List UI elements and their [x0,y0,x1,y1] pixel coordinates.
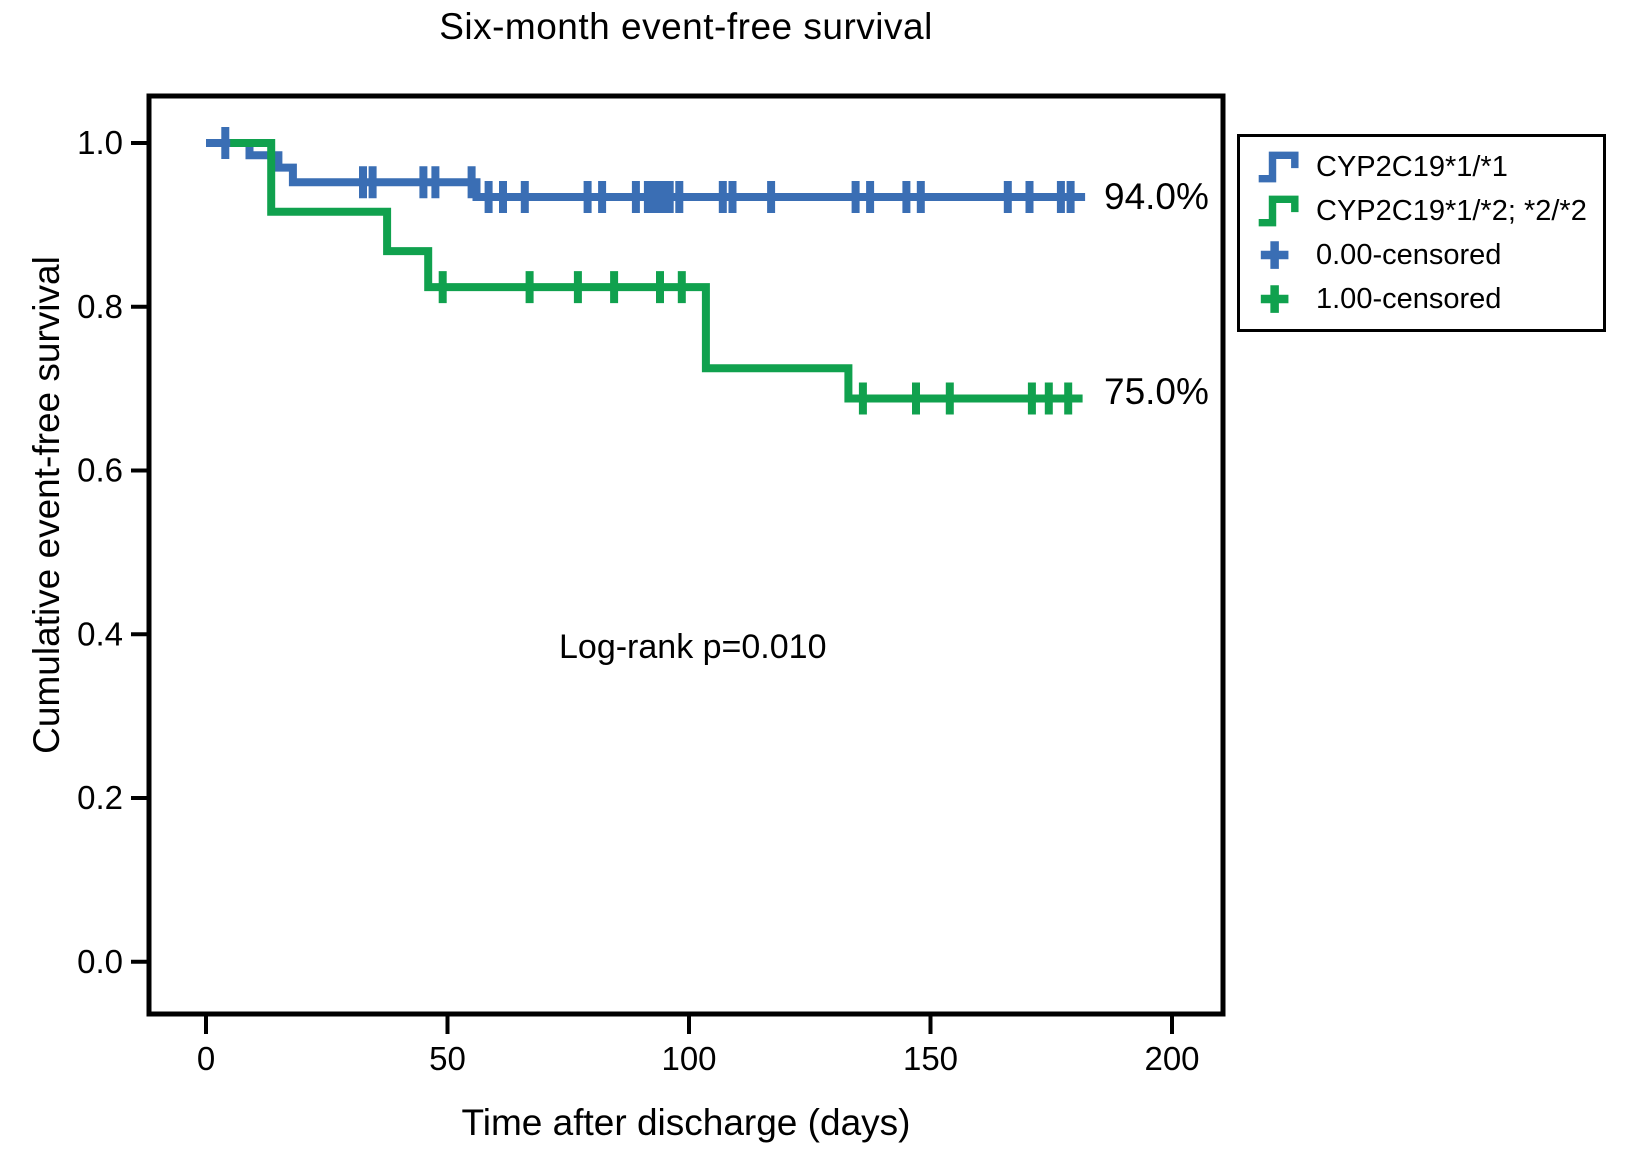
blue-endpoint-label: 94.0% [1104,176,1209,217]
y-tick-label: 1.0 [77,124,123,161]
y-tick-label: 0.8 [77,288,123,325]
green-endpoint-label: 75.0% [1104,371,1209,412]
x-tick-label: 0 [197,1040,215,1077]
x-tick-label: 100 [661,1040,716,1077]
step-curve-icon [1258,151,1299,183]
x-tick-label: 150 [903,1040,958,1077]
legend-label: CYP2C19*1/*2; *2/*2 [1316,194,1587,227]
plus-censor-icon [1260,241,1289,269]
chart-title: Six-month event-free survival [439,6,933,47]
survival-curve-green [230,139,1083,403]
step-curve-icon [1258,195,1299,227]
plus-censor-icon [1260,285,1289,313]
legend-row-blue-censored: 0.00-censored [1256,237,1587,273]
legend-row-green-series: CYP2C19*1/*2; *2/*2 [1256,193,1587,229]
legend-label: 1.00-censored [1316,282,1502,315]
survival-curve-blue [206,139,1086,201]
legend-row-blue-series: CYP2C19*1/*1 [1256,149,1587,185]
y-tick-label: 0.6 [77,452,123,489]
legend-label: 0.00-censored [1316,238,1502,271]
legend: CYP2C19*1/*1 CYP2C19*1/*2; *2/*2 0.00-ce… [1237,134,1606,332]
legend-label: CYP2C19*1/*1 [1316,150,1508,183]
x-tick-label: 200 [1144,1040,1199,1077]
legend-row-green-censored: 1.00-censored [1256,281,1587,317]
y-tick-label: 0.0 [77,943,123,980]
x-axis-label: Time after discharge (days) [461,1102,911,1143]
logrank-annotation: Log-rank p=0.010 [559,628,827,666]
y-tick-label: 0.2 [77,779,123,816]
x-tick-label: 50 [429,1040,466,1077]
y-tick-label: 0.4 [77,615,123,652]
plot-frame [146,93,1226,1017]
